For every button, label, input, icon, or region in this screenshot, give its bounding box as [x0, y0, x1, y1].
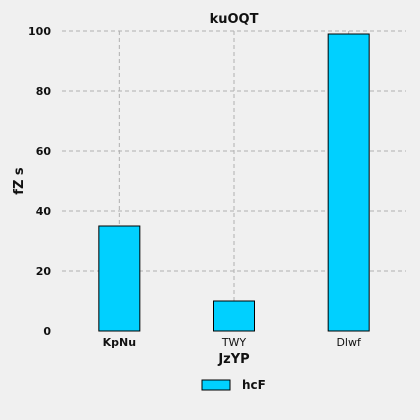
- bar: [213, 300, 255, 332]
- y-axis-label: fZ s: [12, 167, 27, 195]
- y-tick-label: 40: [36, 205, 52, 218]
- bar: [98, 225, 141, 332]
- bars: [98, 33, 370, 332]
- legend: hcF: [201, 378, 266, 392]
- y-tick-label: 0: [43, 325, 51, 338]
- x-tick-label: KpNu: [103, 336, 136, 349]
- x-axis-label: JzYP: [217, 352, 249, 367]
- chart-title: kuOQT: [210, 12, 259, 27]
- y-tick-label: 100: [28, 25, 51, 38]
- bar: [327, 33, 370, 332]
- y-ticks: 0 20 40 60 80 100: [28, 25, 51, 338]
- y-tick-label: 80: [36, 85, 52, 98]
- x-tick-label: TWY: [221, 336, 247, 349]
- legend-swatch: [201, 379, 231, 391]
- legend-label: hcF: [242, 378, 266, 392]
- y-tick-label: 20: [36, 265, 52, 278]
- x-tick-label: Dlwf: [336, 336, 362, 349]
- x-ticks: KpNu TWY Dlwf: [103, 336, 362, 349]
- y-tick-label: 60: [36, 145, 52, 158]
